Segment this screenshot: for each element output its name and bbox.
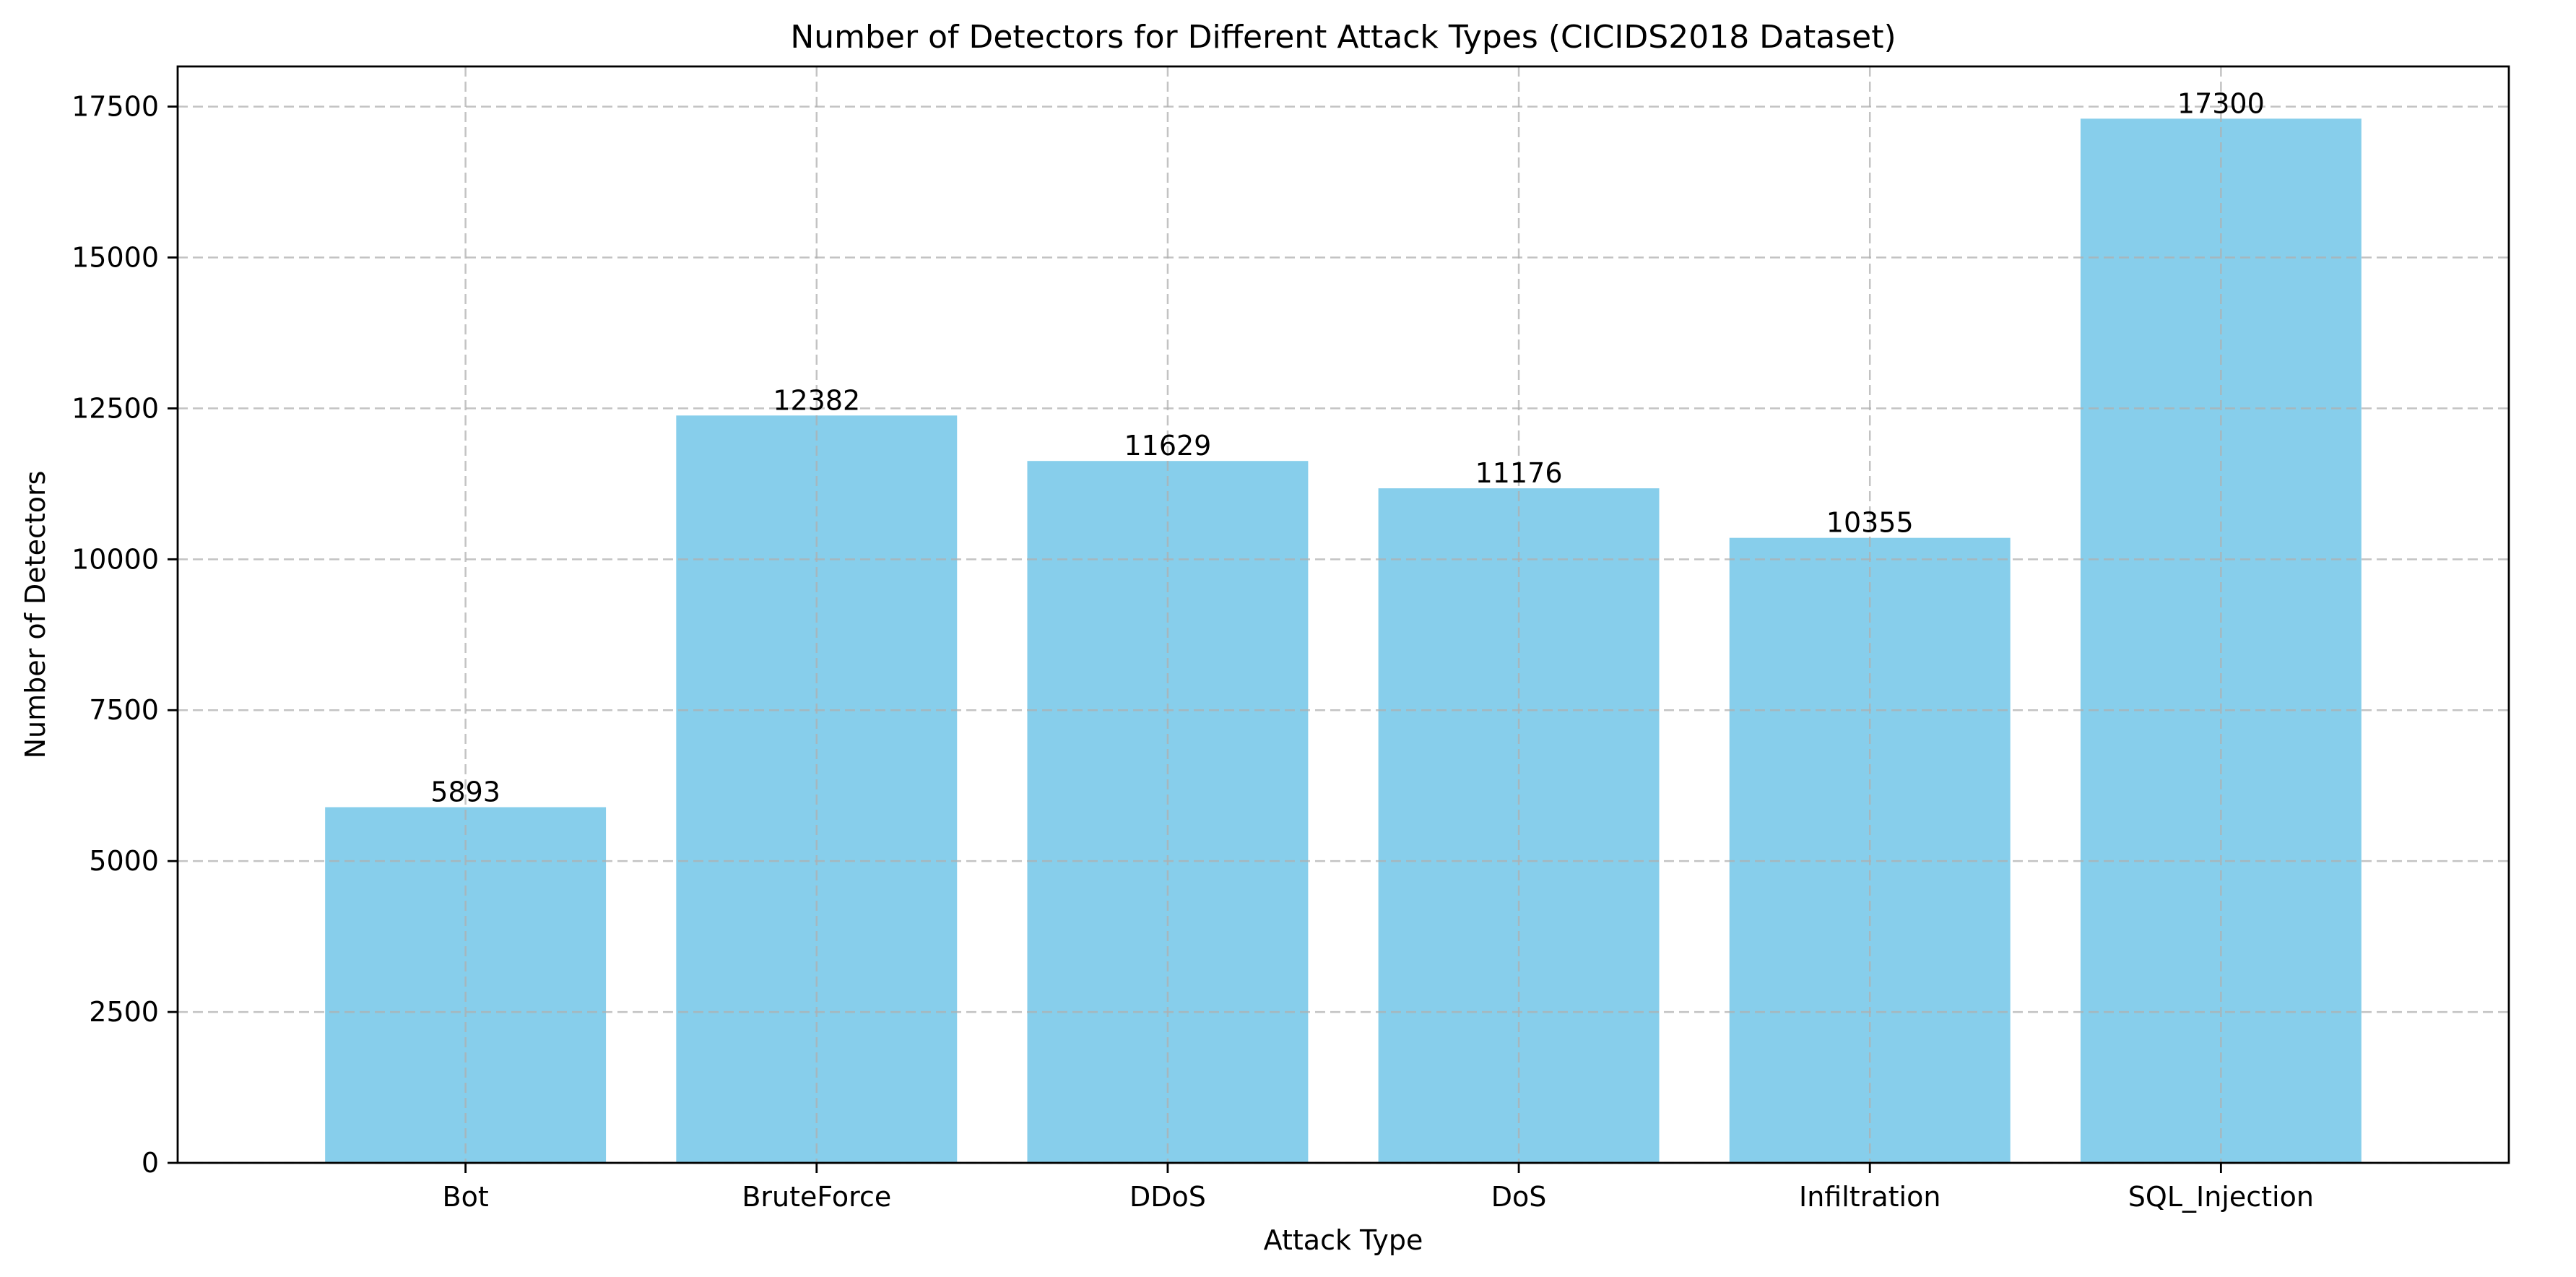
x-tick-label: BruteForce (742, 1181, 891, 1213)
y-tick-label: 5000 (89, 845, 159, 877)
y-tick-label: 15000 (71, 241, 159, 273)
y-tick-label: 17500 (71, 91, 159, 123)
y-tick-label: 0 (142, 1147, 159, 1179)
y-tick-label: 12500 (71, 392, 159, 424)
chart-title: Number of Detectors for Different Attack… (790, 19, 1896, 56)
y-tick-label: 10000 (71, 543, 159, 575)
ticks: 0 2500 5000 7500 10000 12500 15000 17500 Bot Brut… (71, 91, 2314, 1213)
axes-frame (176, 65, 2510, 1164)
grid-lines (178, 66, 2509, 1164)
x-tick-label: SQL_Injection (2128, 1181, 2314, 1213)
data-label: 11629 (1124, 430, 1211, 462)
y-tick-label: 7500 (89, 694, 159, 726)
bars (325, 118, 2362, 1163)
x-axis-label: Attack Type (1264, 1224, 1423, 1256)
data-label: 12382 (773, 384, 860, 416)
data-label: 11176 (1475, 457, 1563, 489)
data-label: 17300 (2177, 87, 2265, 119)
y-axis-label: Number of Detectors (19, 471, 51, 759)
data-labels: 5893 12382 11629 11176 10355 17300 (430, 87, 2265, 808)
x-tick-label: DoS (1491, 1181, 1547, 1213)
data-label: 5893 (430, 776, 500, 808)
x-tick-label: Bot (443, 1181, 489, 1213)
x-tick-label: Infiltration (1799, 1181, 1940, 1213)
bar-sql-injection (2080, 118, 2362, 1163)
y-tick-label: 2500 (89, 996, 159, 1028)
x-tick-label: DDoS (1129, 1181, 1206, 1213)
data-label: 10355 (1826, 507, 1914, 539)
